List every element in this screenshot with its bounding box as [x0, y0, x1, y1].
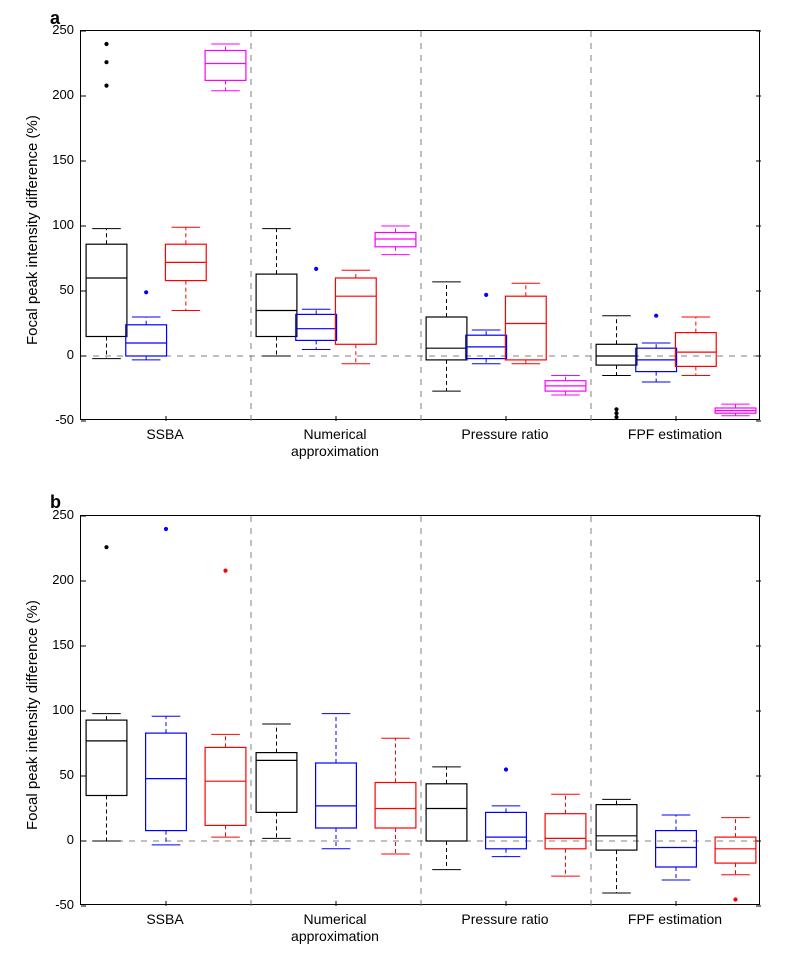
outlier-point — [615, 416, 618, 419]
box — [375, 233, 416, 247]
x-tick-label: Pressure ratio — [435, 911, 575, 928]
y-tick-label: 200 — [34, 87, 74, 102]
outlier-point — [105, 61, 108, 64]
y-tick-label: 100 — [34, 217, 74, 232]
y-tick-label: 150 — [34, 152, 74, 167]
outlier-point — [105, 84, 108, 87]
box — [545, 814, 586, 849]
box — [596, 805, 637, 851]
outlier-point — [145, 291, 148, 294]
box — [426, 784, 467, 841]
outlier-point — [615, 412, 618, 415]
x-tick-label: Numerical approximation — [265, 426, 405, 460]
y-tick-label: 250 — [34, 22, 74, 37]
subplot-b — [80, 515, 760, 905]
y-tick-label: -50 — [34, 412, 74, 427]
box — [205, 51, 246, 81]
box — [375, 783, 416, 829]
box — [426, 317, 467, 360]
y-tick-label: -50 — [34, 897, 74, 912]
box — [205, 747, 246, 825]
outlier-point — [164, 527, 167, 530]
y-tick-label: 100 — [34, 702, 74, 717]
box — [126, 325, 167, 356]
y-tick-label: 50 — [34, 282, 74, 297]
outlier-point — [655, 314, 658, 317]
x-tick-label: SSBA — [95, 911, 235, 928]
box — [596, 344, 637, 365]
y-tick-label: 0 — [34, 347, 74, 362]
y-tick-label: 250 — [34, 507, 74, 522]
outlier-point — [315, 267, 318, 270]
outlier-point — [734, 898, 737, 901]
box — [316, 763, 357, 828]
box — [505, 296, 546, 360]
box — [675, 333, 716, 367]
box — [486, 812, 527, 848]
box — [146, 733, 187, 831]
outlier-point — [105, 546, 108, 549]
y-tick-label: 0 — [34, 832, 74, 847]
x-tick-label: Pressure ratio — [435, 426, 575, 443]
outlier-point — [485, 293, 488, 296]
outlier-point — [504, 768, 507, 771]
outlier-point — [224, 569, 227, 572]
box — [335, 278, 376, 344]
figure: a Focal peak intensity difference (%) b … — [0, 0, 800, 959]
x-tick-label: FPF estimation — [605, 911, 745, 928]
x-tick-label: Numerical approximation — [265, 911, 405, 945]
box — [86, 720, 127, 795]
box — [256, 753, 297, 813]
x-tick-label: FPF estimation — [605, 426, 745, 443]
outlier-point — [105, 42, 108, 45]
box — [296, 314, 337, 340]
outlier-point — [615, 408, 618, 411]
y-tick-label: 50 — [34, 767, 74, 782]
y-tick-label: 150 — [34, 637, 74, 652]
x-tick-label: SSBA — [95, 426, 235, 443]
box — [656, 831, 697, 867]
y-tick-label: 200 — [34, 572, 74, 587]
box — [256, 274, 297, 336]
subplot-a — [80, 30, 760, 420]
box — [86, 244, 127, 336]
